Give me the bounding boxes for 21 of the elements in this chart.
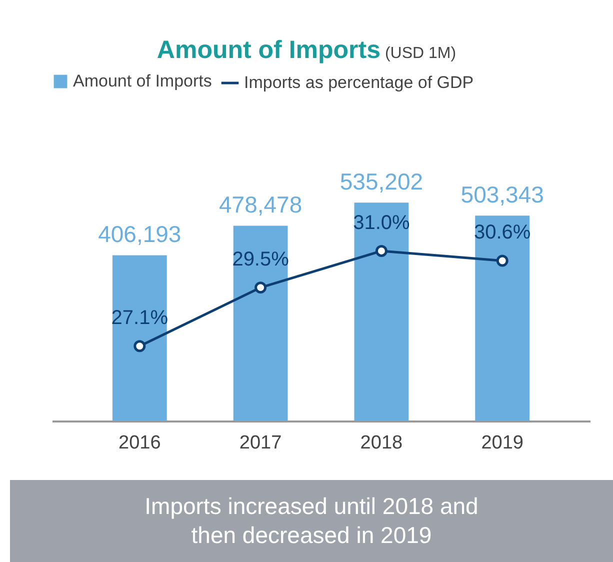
- legend-label: Amount of Imports: [73, 72, 212, 90]
- point: [496, 254, 508, 267]
- bar: [112, 255, 167, 421]
- chart-subtitle: (USD 1M): [384, 45, 456, 62]
- point: [134, 340, 146, 352]
- data-label: 406,193: [98, 221, 182, 248]
- bar: [475, 216, 530, 421]
- x-tick-label: 2019: [481, 432, 524, 454]
- data-label: 503,343: [460, 182, 544, 208]
- point: [254, 282, 267, 294]
- legend-label: Imports as percentage of GDP: [244, 73, 474, 92]
- data-label: 535,202: [340, 168, 424, 195]
- chart-title: Amount of Imports: [156, 36, 381, 64]
- bar: [354, 202, 409, 421]
- x-tick-label: 2017: [239, 432, 282, 454]
- data-label: 478,478: [218, 192, 302, 218]
- x-tick-label: 2016: [118, 432, 161, 454]
- point: [375, 244, 388, 257]
- x-tick-label: 2018: [360, 432, 403, 454]
- text: Imports increased until 2018 and then decreased in 2019: [144, 492, 480, 550]
- bar: [233, 226, 288, 421]
